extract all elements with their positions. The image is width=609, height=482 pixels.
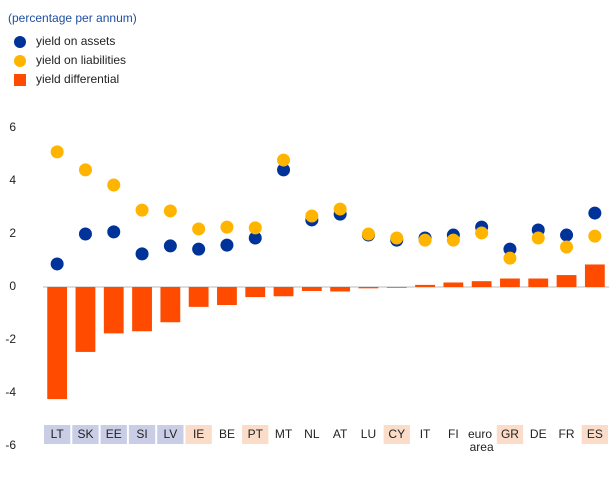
dot	[531, 231, 545, 245]
dot	[305, 209, 319, 223]
category-highlight	[44, 425, 71, 444]
category-highlight	[496, 425, 524, 444]
dot	[503, 251, 517, 265]
bar	[358, 287, 379, 289]
dot	[361, 227, 375, 241]
dot	[333, 202, 347, 216]
dot	[418, 233, 432, 247]
dot	[446, 233, 460, 247]
dot	[107, 178, 121, 192]
x-tick-label: SK	[77, 427, 93, 441]
x-tick-label: NL	[304, 427, 320, 441]
legend-swatch	[14, 74, 26, 86]
y-tick-label: 4	[9, 173, 16, 187]
x-tick-label: IE	[193, 427, 204, 441]
dot	[220, 220, 234, 234]
dot	[163, 239, 177, 253]
bar	[500, 278, 520, 287]
x-tick-label: AT	[333, 427, 348, 441]
bar	[330, 287, 351, 292]
x-tick-label: LV	[163, 427, 177, 441]
bar	[386, 287, 407, 288]
bar	[584, 264, 605, 287]
bar	[415, 284, 435, 287]
bar	[160, 287, 181, 323]
bar	[103, 287, 124, 334]
x-tick-label: SI	[136, 427, 147, 441]
x-tick-label: EE	[106, 427, 122, 441]
dot	[50, 257, 64, 271]
category-highlight	[100, 425, 127, 444]
dot	[135, 203, 149, 217]
x-tick-label: PT	[248, 427, 264, 441]
dot	[192, 222, 206, 236]
dot	[588, 206, 602, 220]
x-tick-label: GR	[501, 427, 519, 441]
bar	[75, 287, 96, 352]
bar	[188, 287, 209, 307]
dot	[50, 145, 64, 159]
x-tick-label: FI	[448, 427, 459, 441]
chart-subtitle: (percentage per annum)	[8, 11, 137, 25]
category-highlight	[128, 425, 156, 444]
x-tick-label: LT	[51, 427, 65, 441]
bar	[301, 287, 322, 291]
bar	[132, 287, 152, 332]
dot	[560, 240, 574, 254]
x-tick-label: DE	[530, 427, 547, 441]
x-tick-label: CY	[388, 427, 405, 441]
category-highlight	[383, 425, 410, 444]
legend-swatch	[14, 55, 26, 67]
category-highlight	[242, 425, 269, 444]
x-tick-label: LU	[361, 427, 376, 441]
bar	[556, 275, 577, 287]
bar	[245, 287, 266, 298]
dot	[220, 238, 234, 252]
dot	[503, 242, 517, 256]
y-tick-label: -4	[5, 385, 16, 399]
legend-label: yield differential	[36, 72, 119, 86]
category-highlight	[185, 425, 212, 444]
y-tick-label: -2	[5, 332, 16, 346]
bar	[528, 278, 549, 287]
x-tick-label: euro area	[468, 427, 495, 454]
bar	[47, 287, 68, 400]
dot	[135, 247, 149, 261]
dot	[277, 163, 291, 177]
dot	[248, 221, 262, 235]
y-tick-label: -6	[5, 438, 16, 452]
x-tick-label: ES	[587, 427, 603, 441]
dot	[107, 225, 121, 239]
dot	[192, 242, 206, 256]
dot	[560, 228, 574, 242]
dot	[163, 204, 177, 218]
y-tick-label: 2	[9, 226, 16, 240]
bar	[471, 281, 492, 287]
dot	[475, 226, 489, 240]
dot	[78, 227, 92, 241]
dot	[588, 229, 602, 243]
category-highlight	[72, 425, 99, 444]
bar	[273, 287, 294, 297]
x-tick-label: BE	[219, 427, 235, 441]
bar	[443, 282, 464, 287]
y-tick-label: 6	[9, 120, 16, 134]
legend-label: yield on assets	[36, 34, 115, 48]
dot	[78, 163, 92, 177]
category-highlight	[157, 425, 184, 444]
x-tick-label: FR	[559, 427, 575, 441]
dot	[248, 231, 262, 245]
x-tick-label: IT	[420, 427, 431, 441]
legend-label: yield on liabilities	[36, 53, 126, 67]
category-highlight	[581, 425, 608, 444]
bar	[217, 287, 237, 306]
legend-swatch	[14, 36, 26, 48]
dot	[277, 153, 291, 167]
y-tick-label: 0	[9, 279, 16, 293]
dot	[390, 231, 404, 245]
x-tick-label: MT	[275, 427, 293, 441]
